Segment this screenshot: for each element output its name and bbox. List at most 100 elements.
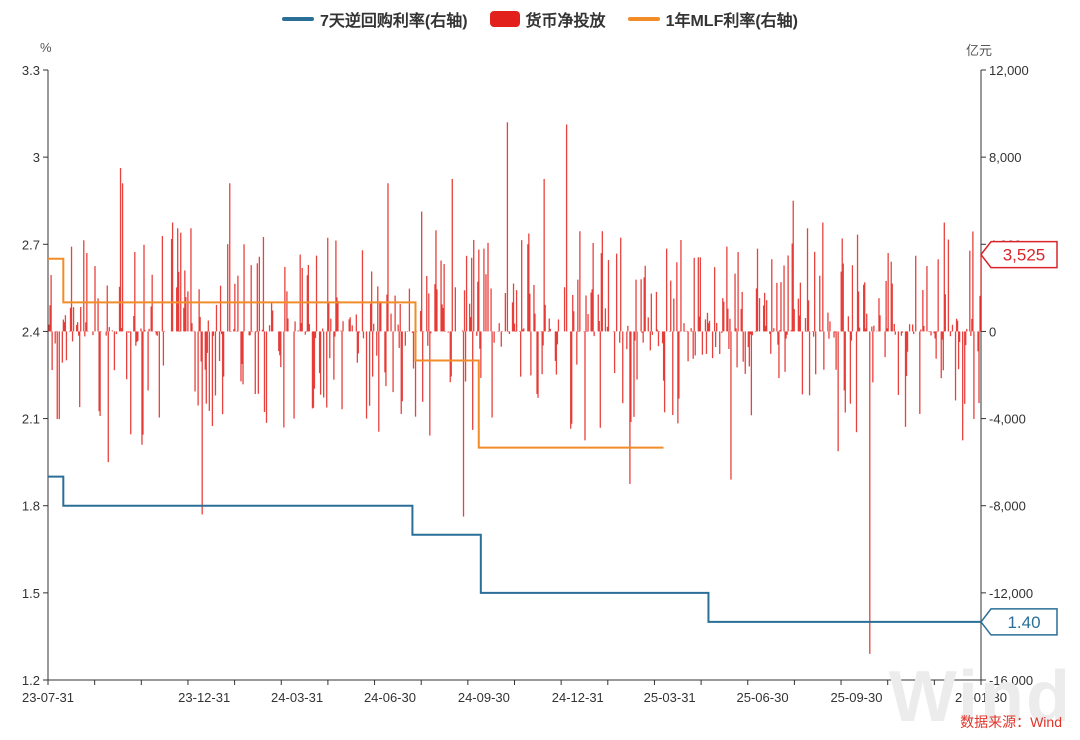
net-injection-bar (61, 331, 63, 363)
net-injection-bar (919, 331, 921, 414)
net-injection-bar (906, 331, 909, 352)
net-injection-bar (129, 331, 131, 332)
net-injection-bar (258, 256, 261, 332)
net-injection-bar (193, 330, 195, 332)
net-injection-bar (119, 168, 122, 332)
net-injection-bar (248, 331, 250, 336)
net-injection-bar (191, 323, 193, 332)
net-injection-bar (71, 331, 74, 342)
net-injection-bar (805, 331, 808, 332)
net-injection-bar (606, 326, 609, 332)
net-injection-bar (572, 294, 574, 332)
net-injection-bar (294, 321, 296, 332)
net-injection-bar (740, 309, 742, 332)
net-injection-bar (219, 285, 222, 332)
net-injection-bar (394, 295, 396, 332)
net-injection-bar (62, 319, 65, 332)
net-injection-bar (127, 331, 129, 332)
net-injection-bar (579, 231, 581, 332)
net-injection-bar (128, 331, 130, 333)
net-injection-bar (663, 331, 666, 413)
net-injection-bar (97, 298, 99, 332)
net-injection-bar (678, 331, 680, 399)
net-injection-bar (414, 331, 417, 417)
net-injection-bar (528, 233, 530, 332)
net-injection-bar (77, 322, 79, 332)
net-injection-bar (305, 331, 307, 332)
net-injection-bar (565, 124, 568, 332)
net-injection-bar (434, 284, 436, 332)
net-injection-bar (411, 331, 414, 333)
right-axis-tick-label: -8,000 (989, 499, 1026, 514)
net-injection-bar (398, 331, 400, 348)
net-injection-bar (70, 246, 73, 332)
net-injection-bar (676, 262, 678, 332)
net-injection-bar (878, 298, 880, 332)
net-injection-bar (972, 231, 974, 332)
net-injection-bar (655, 291, 658, 332)
net-injection-bar (600, 253, 602, 332)
net-injection-bar (207, 320, 209, 332)
net-injection-bar (86, 252, 88, 332)
net-injection-bar (208, 331, 210, 411)
net-injection-bar (234, 283, 236, 332)
net-injection-bar (865, 328, 867, 332)
net-injection-bar (121, 183, 124, 332)
net-injection-bar (384, 331, 386, 373)
net-injection-bar (154, 331, 156, 332)
net-injection-bar (633, 331, 635, 417)
net-injection-bar (179, 331, 181, 332)
net-injection-bar (255, 331, 257, 333)
net-injection-bar (680, 239, 682, 332)
net-injection-bar (392, 331, 394, 393)
net-injection-bar (754, 331, 757, 332)
left-axis-unit: % (40, 40, 52, 55)
net-injection-bar (542, 331, 544, 346)
net-injection-bar (185, 297, 187, 332)
legend-item-net[interactable]: 货币净投放 (489, 7, 606, 31)
net-injection-bar (254, 331, 256, 395)
net-injection-bar (979, 295, 981, 332)
net-injection-bar (142, 331, 144, 435)
net-injection-bar (107, 331, 109, 463)
net-injection-bar (130, 331, 132, 435)
net-injection-bar (214, 331, 217, 396)
net-injection-bar (183, 307, 185, 332)
legend-item-repo[interactable]: 7天逆回购利率(右轴) (281, 7, 468, 31)
net-injection-bar (357, 331, 360, 354)
net-injection-bar (479, 331, 481, 349)
net-injection-bar (691, 331, 693, 332)
net-injection-bar (199, 316, 201, 332)
net-injection-bar (134, 252, 136, 332)
net-injection-bar (500, 331, 502, 347)
net-injection-bar (257, 331, 259, 394)
right-axis-tick-label: -12,000 (989, 586, 1033, 601)
net-injection-bar (287, 318, 289, 332)
net-injection-bar (677, 331, 679, 424)
net-injection-bar (736, 331, 738, 368)
net-injection-bar (92, 331, 94, 336)
net-injection-bar (828, 331, 830, 339)
net-injection-bar (72, 307, 75, 332)
legend-label-repo: 7天逆回购利率(右轴) (319, 13, 468, 30)
net-injection-bar (483, 248, 485, 332)
left-axis-tick-label: 1.8 (22, 499, 40, 514)
mlf-rate-line (48, 257, 664, 449)
legend-swatch-mlf (627, 17, 660, 21)
net-injection-bar (377, 286, 379, 332)
net-injection-bar (373, 323, 375, 332)
net-injection-bar (548, 318, 550, 332)
net-injection-bar (194, 331, 196, 392)
net-injection-bar (776, 282, 778, 332)
net-injection-bar (240, 331, 242, 382)
net-injection-bar (233, 329, 235, 332)
net-injection-bar (444, 331, 446, 332)
net-injection-bar (719, 331, 721, 355)
net-injection-bar (304, 331, 306, 335)
net-injection-bar (763, 292, 766, 332)
legend-item-mlf[interactable]: 1年MLF利率(右轴) (627, 7, 798, 31)
net-injection-bar (480, 331, 482, 378)
net-injection-bar (106, 285, 108, 332)
net-injection-bar (400, 331, 402, 414)
net-injection-bar (300, 323, 302, 332)
